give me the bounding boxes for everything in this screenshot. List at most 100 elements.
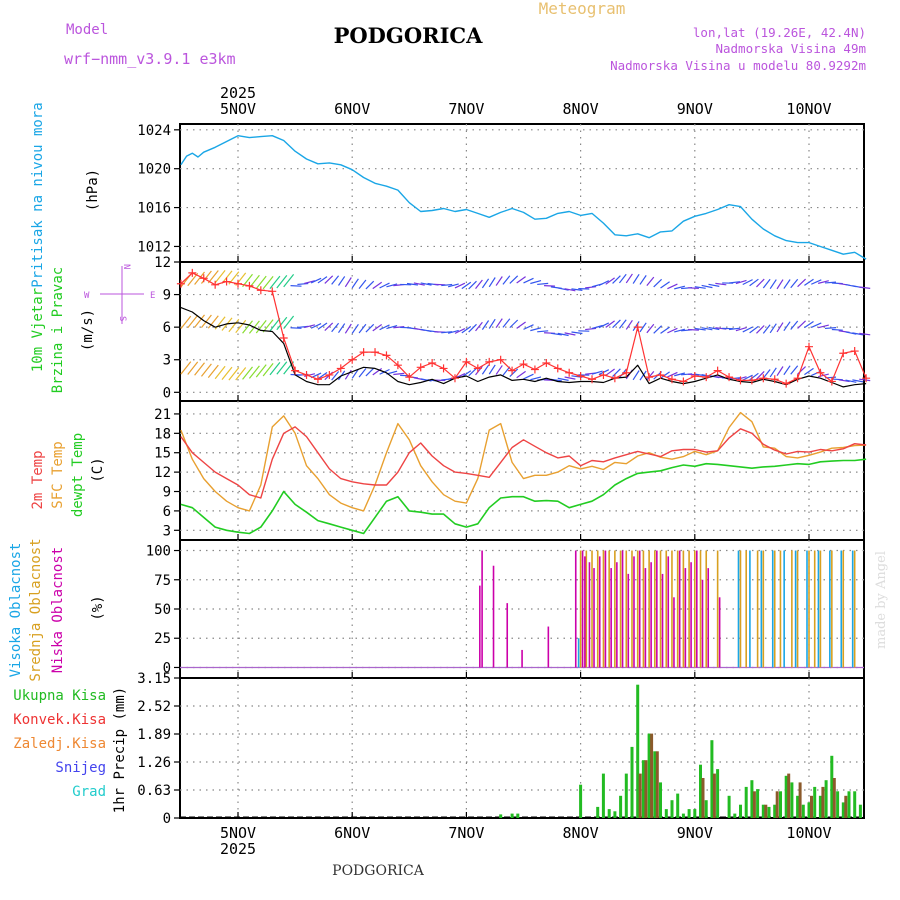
gust-marker	[496, 355, 505, 364]
wind-arrow	[365, 280, 375, 290]
gust-marker	[759, 374, 768, 383]
gust-marker	[713, 366, 722, 375]
wind-arrow	[742, 279, 753, 286]
precip-total-bar	[647, 733, 651, 818]
wind-arrow	[557, 287, 569, 291]
wind-arrow	[824, 281, 837, 284]
precip-total-bar	[767, 806, 771, 818]
wind-arrow	[598, 322, 610, 329]
wind-arrow	[297, 282, 309, 286]
precip-total-bar	[601, 773, 605, 818]
wind-arrow	[509, 368, 519, 377]
cloud-label-high: Visoka Oblacnost	[8, 543, 24, 678]
wind-arrow	[694, 286, 706, 289]
gust-marker	[245, 281, 254, 290]
precip-total-bar	[641, 760, 645, 818]
precip-convective-bar	[650, 733, 654, 818]
wind-arrow	[776, 366, 784, 377]
wind-arrow	[769, 279, 777, 290]
wind-arrow	[715, 282, 727, 286]
pressure-axis-title: Pritisak na nivou mora	[30, 102, 46, 287]
wind-arrow	[331, 371, 340, 381]
wind-arrow	[290, 285, 302, 287]
precip-total-bar	[579, 784, 583, 818]
wind-arrow	[769, 323, 777, 334]
wind-arrow	[420, 378, 432, 382]
wind-arrow	[523, 324, 534, 330]
precip-total-bar	[784, 775, 788, 818]
wind-arrow	[728, 281, 741, 284]
panel-frame-temp	[179, 400, 865, 541]
precip-total-bar	[710, 740, 714, 818]
wind-arrow	[530, 280, 542, 285]
precip-tick-label: 1.89	[137, 727, 171, 743]
wind-arrow	[317, 372, 328, 380]
wind-arrow	[283, 315, 295, 329]
wind-arrow	[317, 276, 328, 284]
top-day-label: 5NOV	[220, 100, 256, 118]
wind-arrow	[749, 278, 759, 287]
wind-arrow	[337, 276, 346, 286]
wind-arrow	[783, 365, 791, 376]
wind-arrow	[783, 279, 791, 289]
wind-arrow	[502, 318, 511, 328]
cloud-tick-label: 25	[154, 631, 171, 647]
wind-arrow	[365, 367, 375, 377]
wind-arrow	[358, 368, 367, 378]
wind-arrow	[283, 274, 295, 288]
wind-arrow	[324, 275, 334, 284]
gust-marker	[690, 372, 699, 381]
dewpoint-line	[180, 458, 867, 535]
wind-arrow	[585, 286, 597, 289]
precip-total-bar	[499, 814, 503, 818]
cloud-tick-label: 50	[154, 602, 171, 618]
bottom-day-label: 5NOV	[220, 824, 256, 842]
wind-arrow	[564, 332, 576, 336]
gust-marker	[793, 374, 802, 383]
wind-arrow	[516, 321, 526, 329]
wind-arrow	[646, 323, 655, 334]
wind-arrow	[214, 270, 226, 284]
precip-total-bar	[699, 764, 702, 818]
gust-marker	[770, 375, 779, 384]
gust-marker	[302, 370, 311, 379]
wind-arrow	[290, 327, 302, 329]
wind-arrow	[618, 319, 627, 329]
precip-total-bar	[664, 809, 668, 818]
precip-total-bar	[596, 806, 600, 818]
wind-arrow	[358, 323, 367, 334]
wind-arrow	[687, 328, 699, 331]
wind-arrow	[776, 322, 784, 333]
gust-marker	[553, 364, 562, 373]
precip-convective-bar	[752, 791, 756, 818]
bottom-year-label: 2025	[220, 840, 256, 858]
wind-arrow	[242, 320, 253, 334]
wind-arrow	[351, 323, 359, 334]
wind-arrow	[488, 364, 496, 375]
wind-arrow	[481, 364, 490, 375]
precip-convective-bar	[798, 782, 802, 818]
wind-arrow	[194, 314, 205, 328]
wind-arrow	[475, 279, 483, 289]
wind-arrow	[646, 371, 655, 381]
precip-total-bar	[756, 789, 760, 818]
precip-unit: 1hr Precip (mm)	[112, 687, 128, 813]
wind-arrow	[660, 326, 670, 334]
wind-arrow	[756, 278, 765, 288]
wind-arrow	[831, 328, 843, 331]
wind-arrow	[804, 278, 814, 286]
wind-arrow	[591, 370, 603, 375]
panel-frame-precip	[179, 677, 865, 819]
precip-legend: Ukupna Kisa Konvek.Kisa Zaledj.Kisa Snijeg G…	[13, 688, 106, 800]
city-title: PODGORICA	[334, 23, 484, 48]
precip-total-bar	[716, 769, 720, 818]
wind-arrow	[811, 322, 822, 328]
gust-marker	[393, 361, 402, 370]
precip-total-bar	[779, 791, 782, 818]
precip-total-bar	[750, 780, 754, 818]
temp-tick-label: 9	[163, 485, 171, 501]
compass-n: N	[121, 264, 131, 269]
precip-total-bar	[693, 809, 697, 818]
gust-marker	[610, 374, 619, 383]
precip-total-bar	[630, 746, 634, 818]
